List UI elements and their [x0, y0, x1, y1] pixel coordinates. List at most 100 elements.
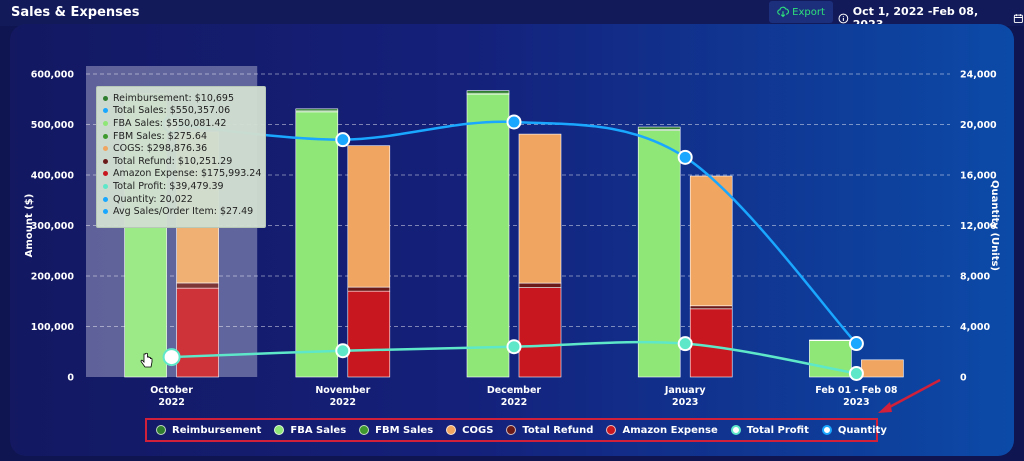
bar-fba-sales: [637, 130, 681, 378]
point-total-profit: [677, 336, 693, 352]
bar-reimbursement: [809, 339, 852, 341]
x-tick-year: 2023: [843, 397, 869, 408]
legend-marker: [274, 425, 285, 435]
x-tick-label: November: [315, 385, 370, 396]
bar-amazon-expense: [347, 290, 391, 378]
legend-item[interactable]: Total Profit: [730, 424, 809, 436]
tooltip-row: Total Profit: $39,479.39: [103, 180, 265, 193]
tooltip-text: Total Refund: $10,251.29: [113, 155, 233, 167]
x-tick-year: 2022: [158, 397, 184, 408]
legend-label: FBA Sales: [290, 424, 347, 436]
tooltip-row: Total Sales: $550,357.06: [103, 105, 265, 118]
tooltip-dot: [103, 158, 108, 164]
legend-item[interactable]: Total Refund: [506, 425, 593, 436]
legend-marker: [156, 425, 166, 435]
page-title: Sales & Expenses: [11, 5, 140, 20]
legend-item[interactable]: Quantity: [821, 424, 887, 436]
legend-label: Reimbursement: [172, 424, 262, 436]
legend-label: Total Refund: [522, 424, 594, 436]
bar-cogs: [347, 145, 391, 288]
y-tick-label: 100,000: [31, 322, 75, 333]
legend-label: Quantity: [837, 424, 887, 436]
info-icon: [838, 13, 849, 23]
tooltip-text: Amazon Expense: $175,993.24: [113, 168, 262, 180]
header-bar: Sales & Expenses Export Oct 1, 2022 -Feb…: [0, 0, 1024, 31]
chart-legend: Reimbursement FBA Sales FBM Sales COGS Total…: [145, 418, 887, 442]
point-total-profit: [335, 343, 351, 359]
tooltip-dot: [103, 95, 108, 101]
export-label: Export: [792, 6, 825, 18]
legend-item[interactable]: Reimbursement: [156, 425, 261, 436]
tooltip-dot: [103, 171, 108, 177]
point-total-profit: [162, 348, 181, 367]
point-quantity: [677, 149, 693, 165]
export-button[interactable]: Export: [769, 1, 833, 23]
y-tick-label: 400,000: [31, 171, 75, 182]
legend-label: FBM Sales: [375, 424, 434, 436]
y-axis-title: Amount ($): [24, 194, 35, 258]
tooltip-text: Total Sales: $550,357.06: [113, 105, 231, 117]
bar-amazon-expense: [689, 308, 733, 378]
tooltip-text: FBM Sales: $275.64: [113, 130, 207, 142]
y2-tick-label: 8,000: [960, 272, 990, 283]
tooltip-dot: [103, 146, 108, 152]
y2-tick-label: 0: [960, 373, 967, 384]
bar-fba-sales: [295, 111, 339, 378]
bar-amazon-expense: [518, 287, 562, 378]
tooltip-dot: [103, 120, 108, 126]
y2-tick-label: 20,000: [960, 120, 997, 131]
tooltip-dot: [103, 108, 108, 114]
tooltip-row: Total Refund: $10,251.29: [103, 155, 265, 168]
bar-cogs: [861, 359, 904, 378]
legend-item[interactable]: COGS: [446, 425, 493, 436]
tooltip-text: Avg Sales/Order Item: $27.49: [113, 206, 254, 218]
point-quantity: [506, 114, 522, 130]
tooltip-text: COGS: $298,876.36: [113, 143, 208, 155]
bar-amazon-expense: [176, 287, 219, 378]
point-total-profit: [848, 365, 864, 381]
point-quantity: [335, 132, 351, 148]
point-total-profit: [506, 339, 522, 355]
legend-item[interactable]: FBA Sales: [274, 425, 346, 436]
tooltip-dot: [103, 133, 108, 139]
tooltip-text: Quantity: 20,022: [113, 193, 193, 205]
x-tick-year: 2022: [501, 397, 527, 408]
point-quantity: [848, 336, 864, 352]
legend-item[interactable]: FBM Sales: [359, 425, 433, 436]
x-tick-label: Feb 01 - Feb 08: [815, 385, 898, 396]
tooltip-text: Total Profit: $39,479.39: [113, 180, 224, 192]
tooltip-row: Reimbursement: $10,695: [103, 92, 265, 105]
legend-item[interactable]: Amazon Expense: [606, 425, 718, 436]
legend-label: Total Profit: [746, 424, 809, 436]
legend-label: COGS: [462, 424, 494, 436]
bar-total-refund: [689, 305, 733, 310]
y2-tick-label: 12,000: [960, 221, 997, 232]
y-tick-label: 0: [67, 373, 74, 384]
bar-cogs: [518, 133, 562, 284]
tooltip-dot: [103, 209, 108, 215]
tooltip-text: Reimbursement: $10,695: [113, 92, 235, 104]
x-tick-label: December: [487, 385, 542, 396]
bar-total-refund: [347, 286, 391, 292]
bar-fba-sales: [466, 93, 510, 378]
y-tick-label: 600,000: [31, 70, 75, 81]
x-tick-label: January: [664, 385, 707, 396]
y-tick-label: 200,000: [31, 272, 75, 283]
x-tick-year: 2023: [672, 397, 698, 408]
tooltip-dot: [103, 196, 108, 202]
line-quantity: [171, 120, 858, 345]
y2-tick-label: 16,000: [960, 171, 997, 182]
y2-axis-title: Quantity (Units): [989, 180, 1000, 271]
bar-total-refund: [518, 282, 562, 288]
chart-tooltip: Reimbursement: $10,695 Total Sales: $550,…: [96, 86, 266, 228]
tooltip-row: COGS: $298,876.36: [103, 142, 265, 155]
y2-tick-label: 24,000: [960, 70, 997, 81]
tooltip-text: FBA Sales: $550,081.42: [113, 117, 227, 129]
annotation-arrow: [878, 378, 941, 413]
tooltip-row: Amazon Expense: $175,993.24: [103, 168, 265, 181]
bar-cogs: [689, 175, 733, 307]
x-tick-label: October: [150, 385, 193, 396]
tooltip-row: FBA Sales: $550,081.42: [103, 117, 265, 130]
legend-marker: [606, 425, 617, 435]
bar-reimbursement: [295, 108, 339, 112]
